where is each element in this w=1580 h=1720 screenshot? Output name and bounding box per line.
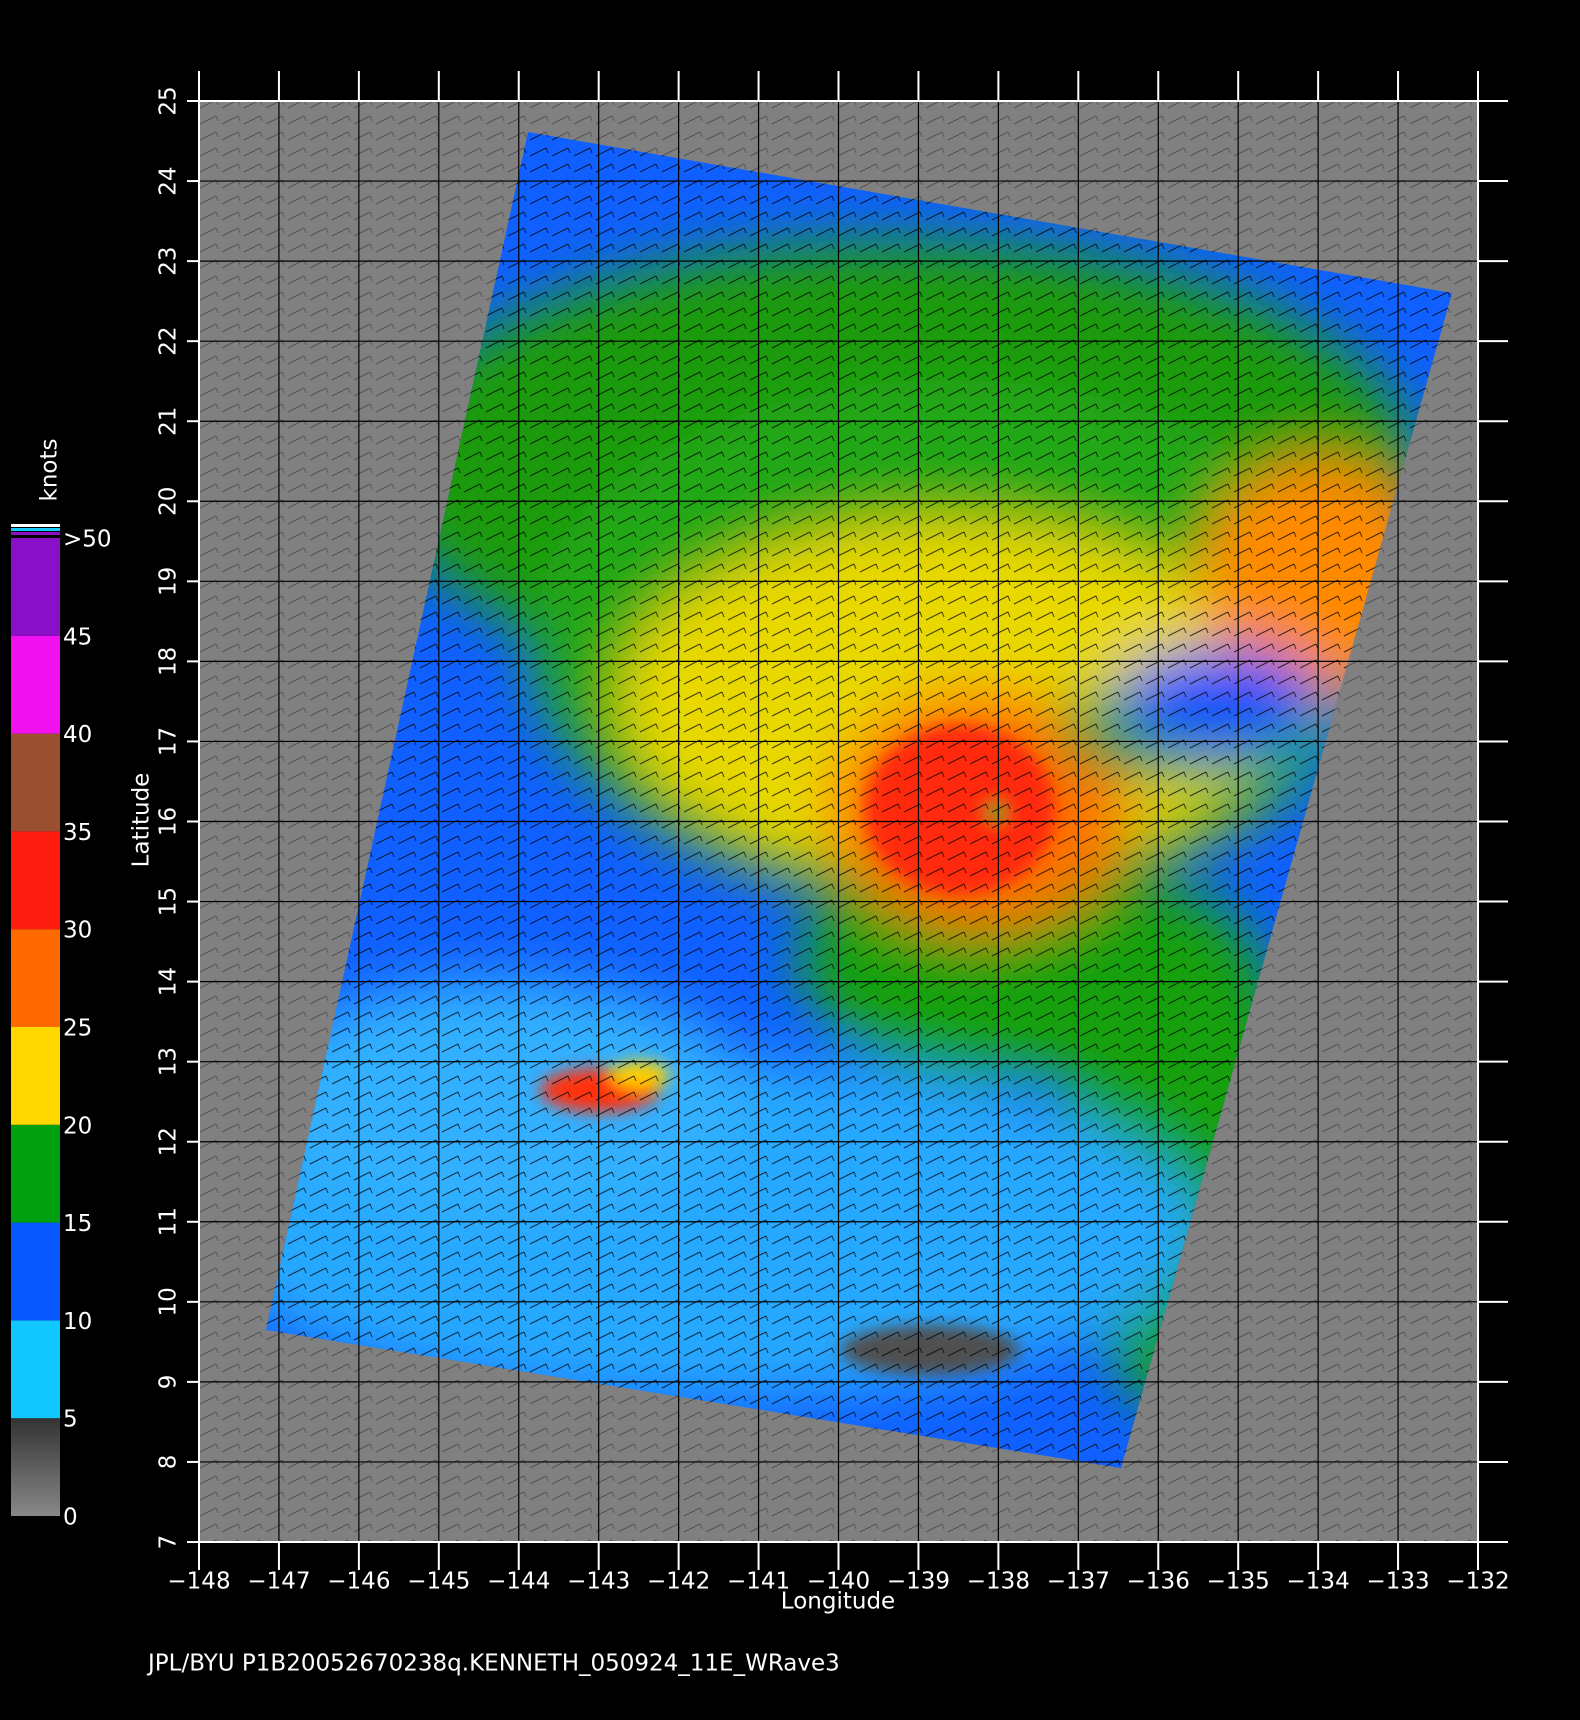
x-tick-label: −147 xyxy=(247,1569,310,1595)
x-tick-label: −137 xyxy=(1047,1569,1110,1595)
colorbar-segment xyxy=(11,1124,60,1223)
colorbar-tick-label: 30 xyxy=(63,918,92,944)
colorbar-tick-label: 40 xyxy=(63,722,92,748)
x-tick-label: −148 xyxy=(167,1569,230,1595)
x-tick-label: −136 xyxy=(1127,1569,1190,1595)
colorbar-segment xyxy=(11,538,60,636)
y-tick-label: 14 xyxy=(156,967,182,996)
colorbar-cap xyxy=(11,532,60,535)
x-tick-label: −140 xyxy=(807,1569,870,1595)
y-tick-label: 24 xyxy=(156,166,182,195)
x-tick-label: −146 xyxy=(327,1569,390,1595)
y-tick-label: 25 xyxy=(156,86,182,115)
colorbar-segment xyxy=(11,1320,60,1419)
colorbar-tick-label: >50 xyxy=(63,527,112,553)
x-tick-label: −145 xyxy=(407,1569,470,1595)
colorbar-tick-label: 25 xyxy=(63,1016,92,1042)
x-tick-label: −139 xyxy=(887,1569,950,1595)
colorbar-segment xyxy=(11,1222,60,1321)
y-axis-label: Latitude xyxy=(129,773,155,868)
y-tick-label: 22 xyxy=(156,327,182,356)
x-tick-label: −134 xyxy=(1287,1569,1350,1595)
colorbar-tick-label: 20 xyxy=(63,1113,92,1139)
x-axis-label: Longitude xyxy=(781,1589,895,1615)
y-tick-label: 9 xyxy=(156,1375,182,1390)
x-tick-label: −144 xyxy=(487,1569,550,1595)
y-tick-label: 8 xyxy=(156,1455,182,1470)
y-tick-label: 18 xyxy=(156,647,182,676)
x-tick-label: −142 xyxy=(647,1569,710,1595)
colorbar-segment xyxy=(11,733,60,832)
y-tick-label: 15 xyxy=(156,887,182,916)
footer: JPL/BYU P1B20052670238q.KENNETH_050924_1… xyxy=(146,1651,840,1677)
y-tick-label: 20 xyxy=(156,487,182,516)
colorbar-tick-label: 10 xyxy=(63,1309,92,1335)
x-tick-label: −138 xyxy=(967,1569,1030,1595)
y-tick-label: 11 xyxy=(156,1207,182,1236)
y-tick-label: 21 xyxy=(156,407,182,436)
y-tick-label: 13 xyxy=(156,1047,182,1076)
y-tick-label: 10 xyxy=(156,1287,182,1316)
y-tick-label: 7 xyxy=(156,1535,182,1550)
y-tick-label: 12 xyxy=(156,1127,182,1156)
colorbar-title: knots xyxy=(37,439,63,502)
colorbar-segment xyxy=(11,635,60,734)
x-tick-label: −143 xyxy=(567,1569,630,1595)
colorbar-segment xyxy=(11,831,60,930)
x-tick-label: −133 xyxy=(1366,1569,1429,1595)
colorbar-tick-label: 5 xyxy=(63,1407,78,1433)
y-tick-label: 16 xyxy=(156,807,182,836)
colorbar-cap xyxy=(11,528,60,531)
colorbar-segment xyxy=(11,1418,60,1516)
colorbar-tick-label: 35 xyxy=(63,820,92,846)
colorbar-tick-label: 45 xyxy=(63,624,92,650)
colorbar-segment xyxy=(11,929,60,1027)
x-tick-label: −132 xyxy=(1446,1569,1509,1595)
x-tick-label: −135 xyxy=(1207,1569,1270,1595)
x-tick-label: −141 xyxy=(727,1569,790,1595)
colorbar-cap xyxy=(11,524,60,527)
colorbar-tick-label: 15 xyxy=(63,1211,92,1237)
plot-frame xyxy=(198,100,1479,1543)
y-tick-label: 19 xyxy=(156,567,182,596)
y-tick-label: 23 xyxy=(156,246,182,275)
colorbar-segment xyxy=(11,1027,60,1125)
y-tick-label: 17 xyxy=(156,727,182,756)
colorbar-tick-label: 0 xyxy=(63,1505,78,1531)
